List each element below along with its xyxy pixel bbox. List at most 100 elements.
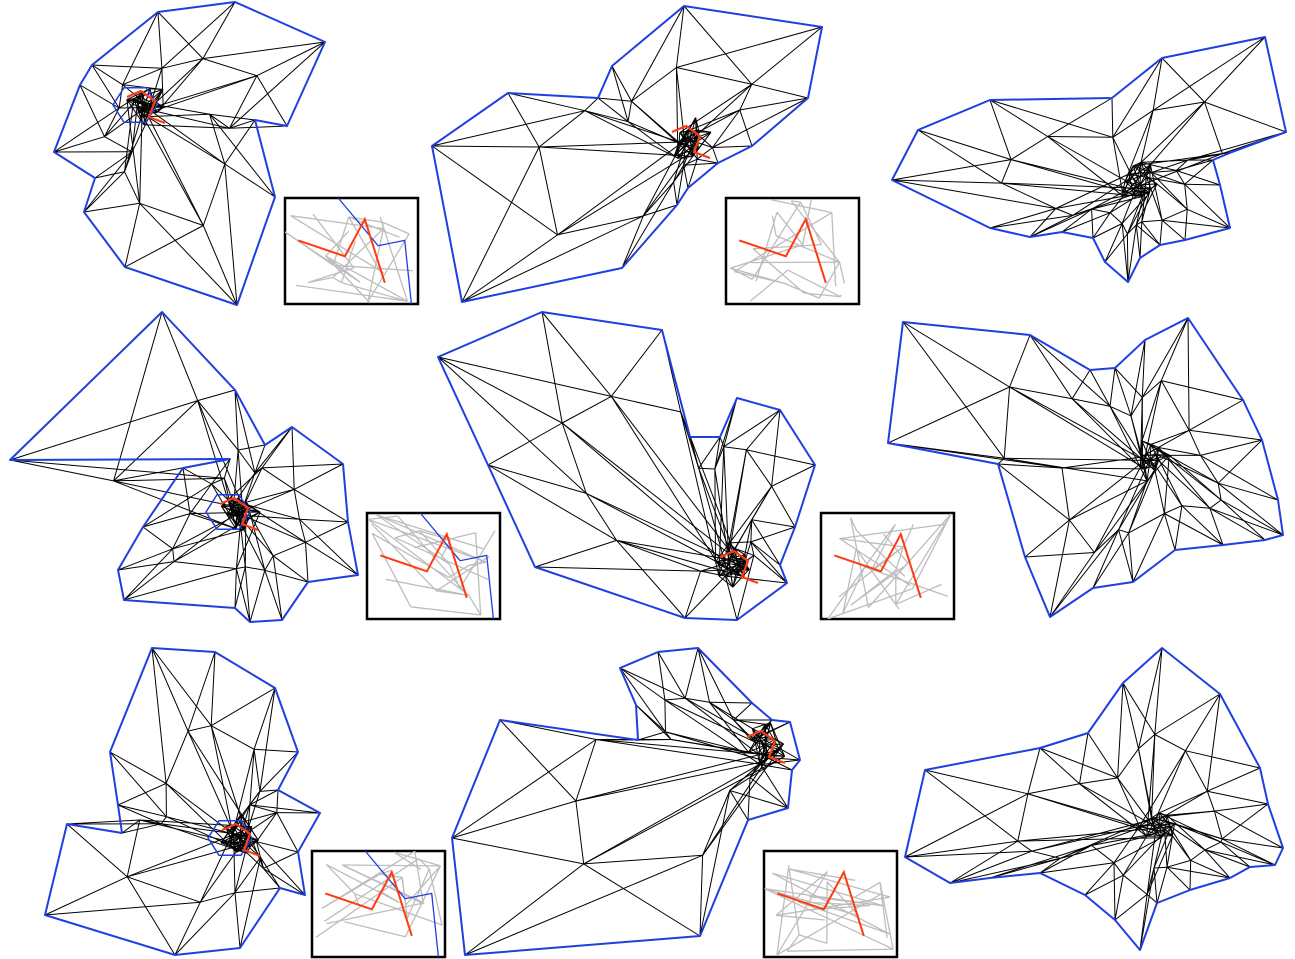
mesh-edge [124, 225, 204, 268]
mesh-edge [747, 777, 751, 821]
mesh-edge [1055, 173, 1130, 209]
mesh-edge [685, 109, 740, 132]
mesh-edge [1156, 183, 1188, 210]
mesh-edge [1153, 866, 1168, 869]
mesh-edge [1161, 219, 1186, 241]
inset-edge [895, 546, 904, 571]
mesh-edge [697, 131, 712, 142]
mesh-edge [712, 147, 719, 164]
mesh-edge [1164, 505, 1183, 514]
mesh-edge [109, 751, 167, 784]
mesh-edge [709, 701, 753, 730]
mesh-edge [631, 67, 677, 102]
mesh-edge [124, 98, 135, 172]
inset-boundary [419, 513, 495, 619]
mesh-edge [1118, 529, 1134, 583]
mesh-edge [635, 704, 666, 733]
mesh-edge [698, 129, 711, 133]
mesh-edge [1029, 334, 1073, 400]
mesh-edge [142, 513, 191, 528]
mesh-edge [1139, 812, 1160, 827]
mesh-edge [236, 849, 242, 853]
inset-edge [367, 518, 470, 596]
mesh-edge [697, 158, 719, 164]
mesh-edge [1186, 208, 1231, 229]
mesh-edge [228, 75, 258, 129]
mesh-edge [144, 102, 153, 106]
inset-content [827, 513, 952, 619]
mesh-edge [124, 171, 141, 204]
mesh-panel-8 [451, 647, 899, 959]
mesh-edge [719, 436, 725, 447]
mesh-edge [989, 844, 1092, 879]
mesh-edge [1155, 812, 1160, 819]
mesh-edge [293, 489, 300, 520]
mesh-edge [584, 110, 629, 123]
mesh-edge [1159, 823, 1175, 826]
mesh-edge [1117, 748, 1139, 779]
inset-edge [366, 233, 410, 304]
mesh-edge [1130, 415, 1142, 458]
mesh-edge [224, 163, 276, 198]
mesh-edge [1060, 835, 1147, 859]
mesh-edge [1164, 831, 1168, 868]
mesh-edge [1010, 159, 1150, 194]
mesh-edge [1109, 406, 1145, 462]
mesh-edge [1135, 224, 1161, 246]
mesh-edge [575, 800, 585, 864]
mesh-edge [1072, 181, 1126, 216]
mesh-edge [751, 26, 823, 85]
mesh-edge [750, 541, 781, 566]
mesh-edge [220, 842, 231, 845]
mesh-edge [261, 426, 293, 469]
mesh-edge [1039, 747, 1080, 785]
mesh-edge [597, 97, 632, 102]
mesh-edge [1121, 223, 1129, 283]
mesh-edge [1189, 860, 1192, 891]
mesh-edge [249, 804, 321, 814]
mesh-edge [1047, 97, 1113, 137]
mesh-edge [664, 699, 757, 744]
mesh-edge [737, 561, 745, 574]
mesh-edge [239, 835, 248, 839]
inset-edge [842, 548, 857, 614]
mesh-edge [1174, 823, 1222, 843]
mesh-edge [1154, 647, 1163, 735]
mesh-edge [887, 386, 1010, 444]
mesh-edge [771, 409, 781, 487]
mesh-panel-3 [891, 36, 1287, 283]
mesh-edge [1122, 181, 1126, 193]
mesh-edge [137, 95, 153, 104]
mesh-edge [1112, 109, 1154, 138]
mesh-edge [91, 64, 162, 69]
mesh-edge [229, 119, 256, 129]
mesh-edge [1144, 459, 1151, 470]
mesh-edge [1156, 454, 1170, 456]
mesh-edge [1017, 793, 1029, 842]
mesh-edge [712, 109, 741, 148]
inset-edge [788, 868, 891, 898]
mesh-edge [239, 837, 242, 851]
mesh-edge [902, 321, 1005, 459]
mesh-edge [1121, 223, 1128, 235]
mesh-edge [1039, 857, 1061, 874]
mesh-edge [104, 107, 120, 137]
mesh-edge [53, 136, 105, 153]
mesh-edge [750, 519, 753, 542]
mesh-edge [1122, 874, 1148, 895]
mesh-edge [113, 311, 163, 482]
mesh-edge [104, 102, 153, 138]
mesh-edge [66, 823, 128, 878]
mesh-edge [1139, 162, 1142, 186]
mesh-edge [126, 819, 141, 877]
mesh-edge [1139, 867, 1155, 951]
inset-edge [798, 901, 870, 907]
mesh-edge [234, 887, 281, 894]
mesh-edge [748, 751, 758, 754]
inset-edge [839, 537, 904, 548]
mesh-edge [699, 855, 704, 937]
mesh-edge [127, 876, 201, 903]
mesh-boundary [44, 647, 321, 956]
mesh-panel-6 [887, 317, 1284, 618]
mesh-edge [702, 749, 780, 856]
